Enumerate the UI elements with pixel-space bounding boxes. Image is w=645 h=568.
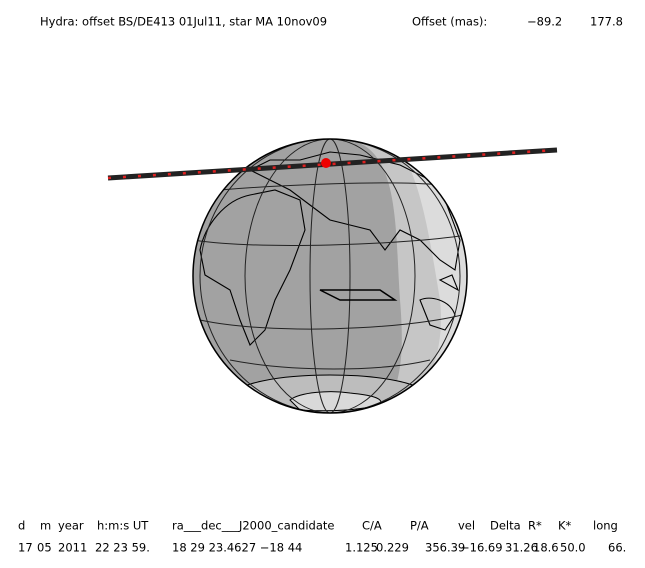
title: Hydra: offset BS/DE413 01Jul11, star MA … <box>40 15 327 29</box>
globe <box>107 138 558 414</box>
cell: −16.69 <box>460 541 503 555</box>
offset-value: 177.8 <box>590 15 623 29</box>
column-header: long <box>593 519 618 533</box>
shadow-path <box>107 147 558 181</box>
cell: 22 23 59. <box>95 541 150 555</box>
cell: 2011 <box>58 541 87 555</box>
column-header: K* <box>558 519 572 533</box>
data-table: d m year h:m:s UT ra___dec___J2000_candidate… <box>18 519 626 555</box>
column-header: ra___dec___J2000_candidate <box>172 519 334 533</box>
cell: 05 <box>37 541 52 555</box>
column-header: R* <box>528 519 542 533</box>
cell: 18.6 <box>533 541 559 555</box>
cell: 0.229 <box>376 541 409 555</box>
column-header: C/A <box>362 519 382 533</box>
column-header: vel <box>458 519 475 533</box>
column-header: Delta <box>490 519 521 533</box>
cell: 18 29 23.4627 −18 44 <box>172 541 302 555</box>
cell: 1.125 <box>345 541 378 555</box>
offset-label: Offset (mas): <box>412 15 487 29</box>
cell: 356.39 <box>425 541 465 555</box>
column-header: year <box>58 519 84 533</box>
column-header: h:m:s UT <box>97 519 149 533</box>
column-header: P/A <box>410 519 429 533</box>
cell: 17 <box>18 541 33 555</box>
column-header: d <box>18 519 25 533</box>
offset-value: −89.2 <box>527 15 562 29</box>
column-header: m <box>40 519 51 533</box>
cell: 31.26 <box>505 541 538 555</box>
cell: 66. <box>608 541 626 555</box>
cell: 50.0 <box>560 541 586 555</box>
